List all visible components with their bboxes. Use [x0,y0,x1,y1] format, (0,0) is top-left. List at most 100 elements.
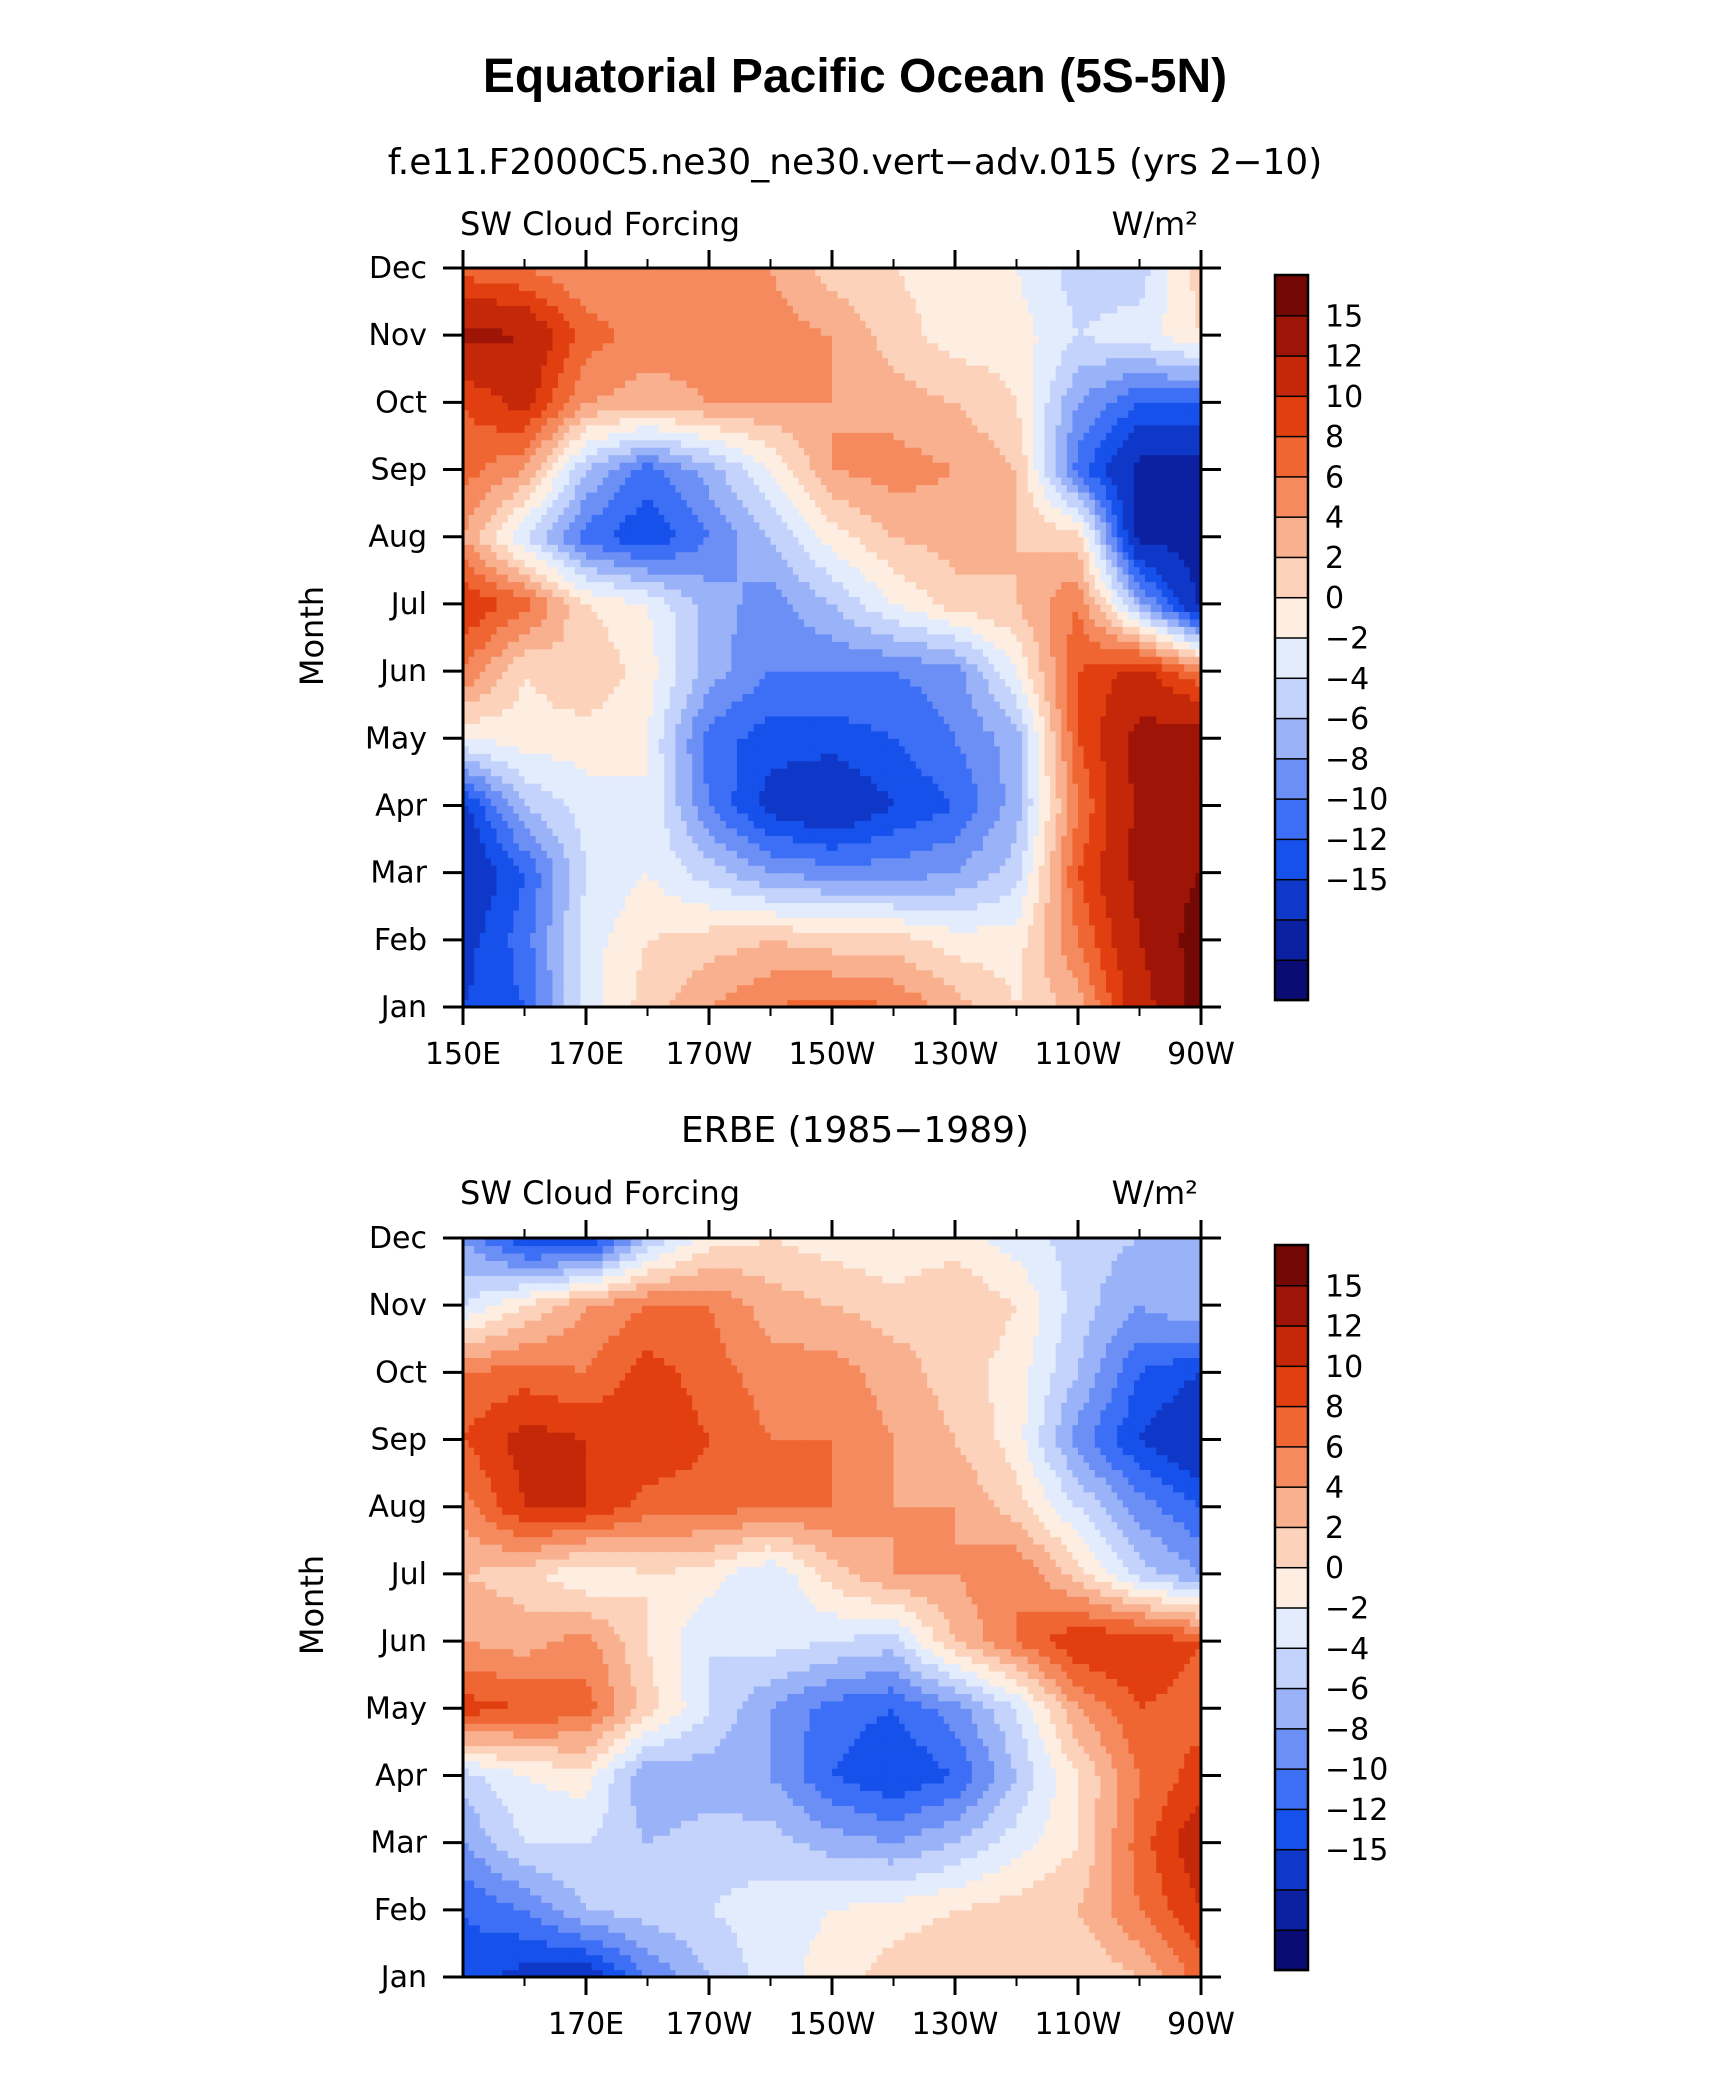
contour-cell [664,791,670,799]
contour-cell [569,865,575,873]
contour-cell [608,850,614,858]
contour-cell [519,843,525,851]
contour-cell [1022,985,1028,993]
contour-cell [530,925,536,933]
contour-cell [782,813,788,821]
contour-cell [580,940,586,948]
contour-cell [815,940,821,948]
contour-cell [692,925,698,933]
contour-cell [1095,992,1101,1000]
contour-cell [1190,985,1196,993]
contour-cell [977,731,983,739]
contour-cell [1162,761,1168,769]
contour-cell [1106,925,1112,933]
contour-cell [933,776,939,784]
contour-cell [798,865,804,873]
contour-cell [877,805,883,813]
contour-cell [916,985,922,993]
contour-cell [675,858,681,866]
contour-cell [1184,947,1190,955]
contour-cell [1084,858,1090,866]
contour-cell [469,940,475,948]
contour-cell [927,843,933,851]
contour-cell [513,917,519,925]
contour-cell [675,955,681,963]
contour-cell [882,761,888,769]
contour-cell [1044,865,1050,873]
contour-cell [871,895,877,903]
contour-cell [1000,932,1006,940]
contour-cell [1151,977,1157,985]
contour-cell [810,858,816,866]
contour-cell [882,992,888,1000]
contour-cell [854,865,860,873]
contour-cell [826,917,832,925]
contour-cell [569,940,575,948]
contour-cell [675,798,681,806]
contour-cell [810,791,816,799]
contour-cell [821,865,827,873]
contour-cell [620,813,626,821]
contour-cell [608,970,614,978]
contour-cell [983,940,989,948]
contour-cell [698,977,704,985]
contour-cell [653,820,659,828]
contour-cell [1112,843,1118,851]
contour-cell [1117,731,1123,739]
contour-cell [832,873,838,881]
contour-cell [525,895,531,903]
contour-cell [1123,925,1129,933]
contour-cell [882,738,888,746]
contour-cell [726,746,732,754]
contour-cell [776,746,782,754]
contour-cell [989,753,995,761]
contour-cell [580,992,586,1000]
contour-cell [826,761,832,769]
contour-cell [888,820,894,828]
contour-cell [743,805,749,813]
contour-cell [692,828,698,836]
contour-cell [1000,731,1006,739]
contour-cell [815,880,821,888]
contour-cell [1000,873,1006,881]
contour-cell [474,820,480,828]
contour-cell [703,858,709,866]
contour-cell [636,746,642,754]
contour-cell [810,776,816,784]
contour-cell [620,746,626,754]
contour-cell [502,753,508,761]
contour-cell [1173,791,1179,799]
contour-cell [636,992,642,1000]
contour-cell [580,753,586,761]
contour-cell [994,947,1000,955]
contour-cell [1022,835,1028,843]
contour-cell [564,895,570,903]
contour-cell [513,910,519,918]
contour-cell [1095,813,1101,821]
contour-cell [541,783,547,791]
contour-cell [989,917,995,925]
contour-cell [888,835,894,843]
contour-cell [787,888,793,896]
contour-cell [631,820,637,828]
contour-cell [469,985,475,993]
contour-cell [485,873,491,881]
contour-cell [1117,805,1123,813]
contour-cell [1167,888,1173,896]
contour-cell [966,746,972,754]
contour-cell [1100,880,1106,888]
contour-cell [592,977,598,985]
contour-cell [575,746,581,754]
contour-cell [636,977,642,985]
contour-cell [994,865,1000,873]
contour-cell [821,902,827,910]
contour-cell [480,917,486,925]
contour-cell [631,977,637,985]
contour-cell [670,761,676,769]
contour-cell [921,850,927,858]
contour-cell [547,738,553,746]
contour-cell [1050,828,1056,836]
contour-cell [905,895,911,903]
contour-cell [642,753,648,761]
contour-cell [782,731,788,739]
